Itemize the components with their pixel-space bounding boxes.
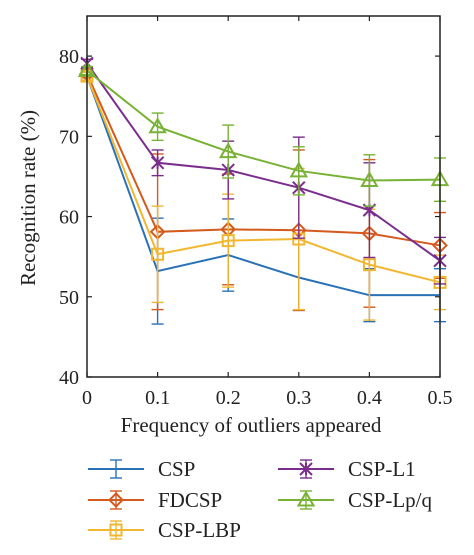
legend-marker xyxy=(296,490,316,507)
x-tick-label: 0.4 xyxy=(357,387,382,409)
y-tick-label: 80 xyxy=(59,46,79,68)
legend: CSP FDCSP CSP-LBP CSP-L1 CSP-Lp/q xyxy=(88,457,433,542)
x-tick-label: 0 xyxy=(82,387,92,409)
series-fdcsp xyxy=(79,65,448,312)
y-tick-label: 40 xyxy=(59,367,79,389)
data-point xyxy=(218,142,238,159)
plot-area xyxy=(77,56,450,325)
legend-item-csp: CSP xyxy=(88,457,195,481)
data-point xyxy=(360,170,379,187)
series-csp-lp-q xyxy=(77,61,450,207)
data-point xyxy=(221,234,235,248)
series-line xyxy=(86,62,441,262)
series-csp-l1 xyxy=(80,56,447,285)
x-tick-label: 0.3 xyxy=(286,387,311,409)
x-tick-label: 0.5 xyxy=(428,387,453,409)
y-tick-label: 50 xyxy=(59,287,79,309)
legend-item-csp-lbp: CSP-LBP xyxy=(88,518,241,542)
data-point xyxy=(289,161,309,178)
legend-label: CSP-LBP xyxy=(158,518,241,542)
y-tick-label: 70 xyxy=(59,126,79,148)
legend-item-fdcsp: FDCSP xyxy=(88,488,222,512)
data-point xyxy=(150,156,165,170)
series-line xyxy=(86,73,441,247)
legend-label: CSP-L1 xyxy=(348,457,416,481)
legend-marker xyxy=(299,462,313,476)
x-tick-label: 0.2 xyxy=(216,387,241,409)
series-line xyxy=(86,75,441,284)
y-tick-label: 60 xyxy=(59,207,79,229)
legend-marker xyxy=(109,523,123,537)
legend-label: FDCSP xyxy=(158,488,222,512)
legend-label: CSP-Lp/q xyxy=(348,488,433,512)
series-line xyxy=(86,69,441,182)
axes: Frequency of outliers appeared Recogniti… xyxy=(16,15,453,437)
legend-label: CSP xyxy=(158,457,195,481)
data-point xyxy=(362,258,376,272)
legend-item-csp-lp-q: CSP-Lp/q xyxy=(278,488,433,512)
legend-item-csp-l1: CSP-L1 xyxy=(278,457,416,481)
legend-marker xyxy=(108,492,124,508)
series-line xyxy=(86,75,440,297)
x-tick-label: 0.1 xyxy=(145,387,170,409)
data-point xyxy=(151,247,165,261)
x-axis-title: Frequency of outliers appeared xyxy=(121,413,382,437)
axes-frame xyxy=(86,15,441,378)
y-axis-title: Recognition rate (%) xyxy=(16,110,40,286)
data-point xyxy=(148,117,167,134)
